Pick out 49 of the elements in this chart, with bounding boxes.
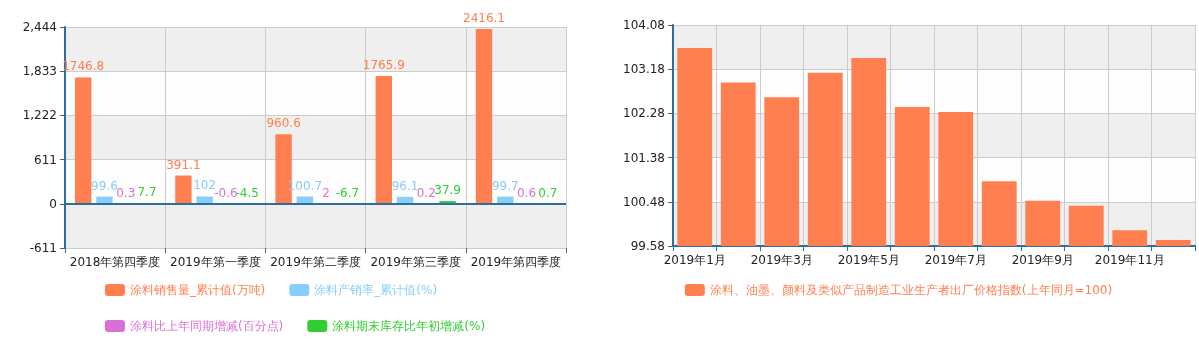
legend-label: 涂料产销率_累计值(%)	[314, 283, 438, 297]
legend-label: 涂料、油墨、颜料及类似产品制造工业生产者出厂价格指数(上年同月=100)	[709, 283, 1113, 297]
data-label: 7.7	[137, 185, 157, 200]
bar	[75, 77, 92, 204]
data-label: 99.6	[91, 178, 118, 193]
data-label: 0.3	[116, 185, 136, 200]
y-tick-label: 104.08	[623, 18, 665, 32]
data-label: 37.9	[434, 183, 461, 198]
data-label: 2	[322, 185, 330, 200]
bar	[375, 76, 392, 204]
x-tick-label: 2019年5月	[837, 253, 900, 267]
data-label: 102	[193, 178, 217, 193]
y-tick-label: 2,444	[22, 20, 57, 34]
x-tick-label: 2019年第四季度	[470, 255, 562, 269]
data-label: -4.5	[235, 185, 259, 200]
x-tick-label: 2019年9月	[1011, 253, 1074, 267]
y-tick-label: 611	[34, 152, 57, 167]
legend-label: 涂料比上年同期增减(百分点)	[129, 319, 284, 333]
y-tick-label: 101.38	[623, 150, 665, 165]
x-tick-label: 2019年第一季度	[170, 255, 261, 269]
data-label: 0.7	[538, 185, 558, 200]
y-tick-label: 103.18	[623, 62, 665, 77]
x-tick-label: 2019年3月	[750, 253, 813, 267]
y-tick-label: 100.48	[623, 194, 665, 209]
y-tick-label: 1,222	[22, 108, 57, 123]
x-tick-label: 2018年第四季度	[69, 255, 161, 269]
x-tick-label: 2019年7月	[924, 253, 987, 267]
bar	[475, 29, 493, 204]
data-label: -0.6	[214, 185, 238, 200]
data-label: 2416.1	[463, 11, 505, 26]
y-tick-label: 0	[49, 196, 57, 211]
y-tick-label: 99.58	[630, 239, 665, 253]
data-label: -6.7	[335, 185, 360, 200]
x-tick-label: 2019年11月	[1094, 253, 1165, 267]
x-tick-label: 2019年第三季度	[370, 255, 461, 269]
y-tick-label: 102.28	[623, 106, 665, 121]
data-label: 99.7	[491, 178, 519, 193]
y-tick-label: -611	[29, 241, 57, 255]
legend-label: 涂料销售量_累计值(万吨)	[129, 283, 266, 297]
x-tick-label: 2019年第二季度	[270, 255, 361, 269]
data-label: 391.1	[166, 157, 201, 172]
data-label: 0.2	[416, 185, 436, 200]
data-label: 960.6	[266, 116, 301, 131]
y-tick-label: 1,833	[22, 64, 57, 79]
x-tick-label: 2019年1月	[663, 253, 726, 267]
bar	[175, 175, 192, 204]
data-label: 0.6	[516, 185, 537, 200]
legend-label: 涂料期末库存比年初增减(%)	[332, 319, 486, 333]
data-label: 1765.9	[362, 58, 405, 73]
